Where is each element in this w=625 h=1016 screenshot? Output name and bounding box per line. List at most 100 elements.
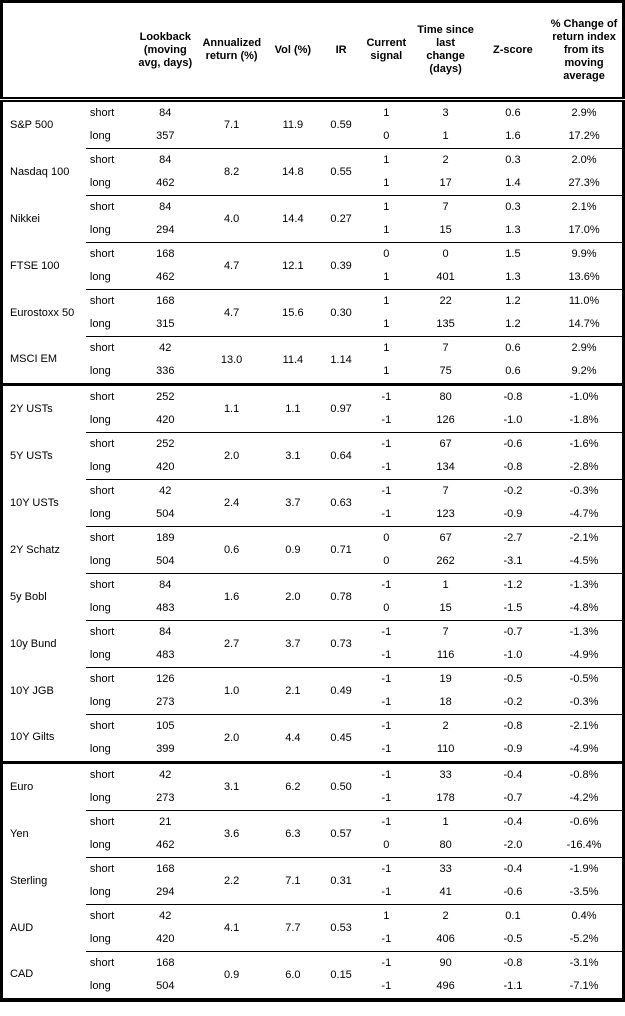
lookback-value: 336 <box>156 365 175 377</box>
lookback-value: 84 <box>132 620 199 644</box>
time-since-change-value: 135 <box>436 318 455 330</box>
instrument-name: S&P 500 <box>10 118 54 131</box>
table-row-long: long 462 1 17 1.4 27.3% <box>2 172 624 196</box>
annualized-return-value: 1.1 <box>198 383 265 433</box>
instrument-name: Eurostoxx 50 <box>10 306 75 319</box>
header-row: Lookback (moving avg, days) Annualized r… <box>1 1 624 102</box>
lookback-value: 168 <box>132 242 199 266</box>
vol-value: 3.1 <box>264 432 322 480</box>
lookback-value: 42 <box>132 479 199 503</box>
vol-value: 3.7 <box>264 479 322 527</box>
pct-change-value: 9.9% <box>546 242 624 266</box>
current-signal-value: -1 <box>361 951 412 975</box>
horizon-label: long <box>89 508 111 520</box>
time-since-change-value: 110 <box>436 743 455 755</box>
table-row-long: long 504 -1 123 -0.9 -4.7% <box>2 503 624 527</box>
instrument-name: Nasdaq 100 <box>10 165 70 178</box>
annualized-return-value: 4.7 <box>198 289 265 337</box>
vol-value: 14.4 <box>264 195 322 243</box>
table-row-short: 5Y USTs short 252 2.0 3.1 0.64 -1 67 -0.6 -1.6% <box>2 432 624 480</box>
annualized-return-value: 3.1 <box>198 761 265 811</box>
ir-value: 0.59 <box>330 118 352 131</box>
header-current-signal: Current signal <box>361 1 412 102</box>
table-row-long: long 483 -1 116 -1.0 -4.9% <box>2 644 624 668</box>
time-since-change-value: 116 <box>436 649 455 661</box>
time-since-change-value: 2 <box>411 714 480 738</box>
zscore-value: -0.2 <box>503 696 523 708</box>
pct-change-value: -2.8% <box>569 461 599 473</box>
current-signal-value: -1 <box>381 980 392 992</box>
horizon-label: long <box>89 461 111 473</box>
time-since-change-value: 123 <box>436 508 455 520</box>
header-ir: IR <box>321 1 362 102</box>
time-since-change-value: 178 <box>436 792 455 804</box>
table-row-short: Yen short 21 3.6 6.3 0.57 -1 1 -0.4 -0.6% <box>2 810 624 858</box>
pct-change-value: -2.1% <box>546 714 624 738</box>
current-signal-value: 1 <box>383 318 390 330</box>
table-row-long: long 273 -1 178 -0.7 -4.2% <box>2 787 624 811</box>
instrument-name: FTSE 100 <box>10 259 60 272</box>
lookback-value: 483 <box>156 602 175 614</box>
annualized-return-value: 13.0 <box>198 336 265 385</box>
table-row-long: long 357 0 1 1.6 17.2% <box>2 125 624 149</box>
vol-value: 7.1 <box>264 857 322 905</box>
annualized-return-value: 3.6 <box>198 810 265 858</box>
instrument-name: Euro <box>1 761 86 811</box>
zscore-value: -2.0 <box>503 839 523 851</box>
current-signal-value: 1 <box>383 365 390 377</box>
lookback-value: 42 <box>132 336 199 360</box>
lookback-value: 315 <box>156 318 175 330</box>
horizon-label: long <box>89 177 111 189</box>
zscore-value: -0.4 <box>479 810 547 834</box>
zscore-value: 0.6 <box>479 336 547 360</box>
zscore-value: -0.2 <box>479 479 547 503</box>
time-since-change-value: 33 <box>411 857 480 881</box>
pct-change-value: -0.6% <box>546 810 624 834</box>
horizon-label: long <box>89 224 111 236</box>
current-signal-value: 1 <box>383 271 390 283</box>
lookback-value: 21 <box>132 810 199 834</box>
zscore-value: -0.4 <box>479 761 547 787</box>
lookback-value: 357 <box>156 130 175 142</box>
table-row-long: long 420 -1 134 -0.8 -2.8% <box>2 456 624 480</box>
header-pct-change: % Change of return index from its moving… <box>546 1 624 102</box>
time-since-change-value: 2 <box>411 148 480 172</box>
instrument-name: 10Y USTs <box>10 496 59 509</box>
current-signal-value: 1 <box>383 177 390 189</box>
zscore-value: 0.3 <box>479 195 547 219</box>
instrument-name: 10Y Gilts <box>10 731 55 744</box>
current-signal-value: -1 <box>381 886 392 898</box>
ir-value: 0.64 <box>321 432 362 480</box>
pct-change-value: -4.9% <box>569 649 599 661</box>
zscore-value: -0.8 <box>503 461 523 473</box>
current-signal-value: -1 <box>361 667 412 691</box>
horizon-label: long <box>89 602 111 614</box>
lookback-value: 420 <box>156 933 175 945</box>
lookback-value: 462 <box>156 177 175 189</box>
table-row-short: S&P 500 short 84 7.1 11.9 0.59 1 3 0.6 2.9% <box>2 100 624 131</box>
horizon-label: short <box>85 857 133 881</box>
annualized-return-value: 2.0 <box>198 714 265 763</box>
pct-change-value: -4.8% <box>569 602 599 614</box>
ir-value: 0.78 <box>321 573 362 621</box>
annualized-return-value: 2.0 <box>198 432 265 480</box>
current-signal-value: -1 <box>361 432 412 456</box>
table-row-long: long 399 -1 110 -0.9 -4.9% <box>2 738 624 763</box>
horizon-label: long <box>89 743 111 755</box>
time-since-change-value: 41 <box>439 886 452 898</box>
header-lookback: Lookback (moving avg, days) <box>132 1 199 102</box>
vol-value: 6.3 <box>264 810 322 858</box>
time-since-change-value: 67 <box>411 526 480 550</box>
time-since-change-value: 7 <box>411 479 480 503</box>
ir-value: 0.31 <box>321 857 362 905</box>
instrument-name: 2Y Schatz <box>10 543 60 556</box>
table-row-short: Eurostoxx 50 short 168 4.7 15.6 0.30 1 22 1.2 11.… <box>2 289 624 337</box>
lookback-value: 399 <box>156 743 175 755</box>
annualized-return-value: 8.2 <box>198 148 265 196</box>
time-since-change-value: 2 <box>411 904 480 928</box>
lookback-value: 252 <box>132 432 199 456</box>
time-since-change-value: 134 <box>436 461 455 473</box>
current-signal-value: -1 <box>361 810 412 834</box>
lookback-value: 252 <box>132 383 199 409</box>
